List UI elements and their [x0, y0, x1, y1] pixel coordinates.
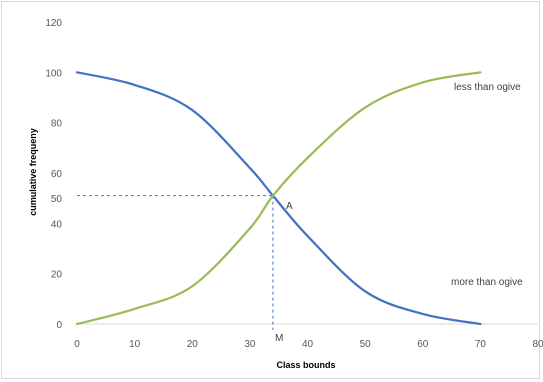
x-tick-label: 0	[74, 339, 80, 350]
x-tick-label: 20	[187, 339, 199, 350]
series-lines	[75, 71, 482, 326]
more-than-ogive-label: more than ogive	[451, 277, 523, 288]
y-tick-label: 60	[51, 169, 63, 180]
y-tick-label: 20	[51, 270, 63, 281]
y-axis-title: cumulative frequeny	[28, 128, 38, 216]
x-tick-label: 10	[129, 339, 141, 350]
y-axis-ticks: 0 20 40 60 80 100 120 50	[45, 18, 62, 331]
x-axis-ticks: 0 10 20 30 40 50 60 70 80	[74, 339, 543, 350]
x-tick-label: 40	[302, 339, 314, 350]
x-tick-label: 80	[532, 339, 543, 350]
x-axis-title: Class bounds	[276, 360, 335, 370]
intersection-label: A	[286, 201, 293, 212]
x-tick-label: 50	[360, 339, 372, 350]
y-tick-label: 40	[51, 219, 63, 230]
median-guides	[77, 195, 274, 330]
y-tick-label: 100	[45, 68, 62, 79]
more-than-ogive-line	[75, 71, 482, 326]
median-label: M	[275, 333, 283, 344]
x-tick-label: 30	[244, 339, 256, 350]
x-tick-label: 70	[475, 339, 487, 350]
y-tick-label: 80	[51, 119, 63, 130]
less-than-ogive-line	[75, 71, 482, 326]
y-tick-label: 120	[45, 18, 62, 29]
x-tick-label: 60	[417, 339, 429, 350]
less-than-ogive-label: less than ogive	[454, 82, 521, 93]
y-tick-label: 0	[56, 320, 62, 331]
y-tick-label: 50	[51, 194, 63, 205]
